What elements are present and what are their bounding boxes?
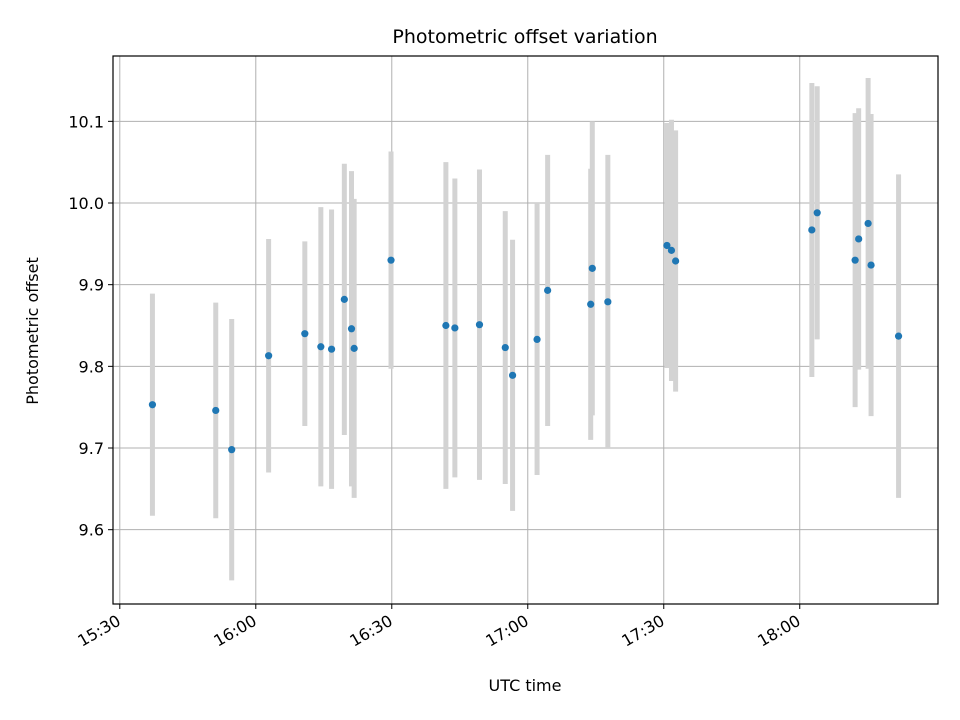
data-point — [350, 344, 358, 352]
data-point — [475, 321, 484, 329]
data-point — [894, 332, 903, 340]
chart-title: Photometric offset variation — [392, 26, 657, 48]
y-tick-label: 9.8 — [79, 357, 104, 376]
data-point — [347, 325, 356, 333]
y-tick-label: 9.9 — [79, 276, 104, 295]
data-point — [855, 235, 863, 243]
data-point — [442, 321, 450, 330]
data-point — [301, 330, 309, 338]
data-point — [672, 257, 680, 265]
data-point — [317, 343, 325, 351]
data-point — [327, 345, 336, 353]
data-point — [340, 295, 348, 303]
y-tick-label: 9.7 — [79, 439, 104, 458]
data-point — [604, 298, 612, 306]
x-axis-title: UTC time — [489, 676, 562, 695]
data-point — [587, 300, 595, 308]
data-point — [265, 352, 273, 360]
data-point — [508, 371, 517, 379]
data-point — [851, 256, 859, 264]
y-axis-title: Photometric offset — [23, 257, 42, 405]
y-tick-label: 10.1 — [68, 112, 104, 131]
data-point — [864, 219, 872, 228]
data-point — [663, 241, 671, 250]
y-tick-label: 10.0 — [68, 194, 104, 213]
data-point — [588, 264, 596, 272]
data-point — [867, 261, 875, 269]
data-point — [148, 401, 157, 409]
data-point — [667, 246, 676, 254]
data-point — [228, 446, 236, 454]
y-tick-label: 9.6 — [79, 521, 104, 540]
data-point — [451, 324, 459, 332]
data-point — [533, 335, 541, 343]
data-point — [813, 209, 821, 217]
data-point — [387, 256, 395, 264]
plot-frame — [112, 55, 939, 605]
data-point — [544, 286, 552, 294]
data-points — [148, 209, 903, 454]
data-point — [212, 406, 220, 415]
data-point — [808, 226, 816, 234]
data-point — [501, 343, 509, 352]
